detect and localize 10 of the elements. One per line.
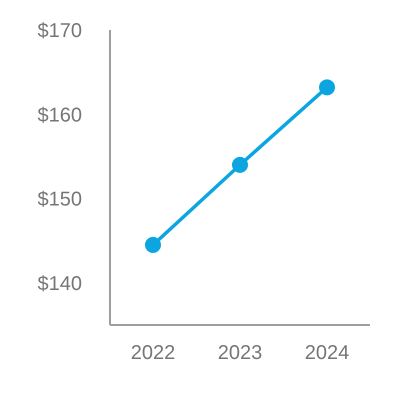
- point: [319, 79, 335, 96]
- point: [232, 156, 248, 173]
- y-tick-label: $170: [38, 20, 82, 42]
- y-tick-label: $150: [38, 188, 82, 211]
- point: [145, 236, 161, 253]
- x-tick-label: 2022: [130, 342, 176, 364]
- y-tick-label: $140: [38, 272, 82, 295]
- x-tick-label: 2024: [304, 342, 350, 364]
- y-tick-label: $160: [38, 104, 82, 126]
- x-tick-label: 2023: [218, 342, 262, 364]
